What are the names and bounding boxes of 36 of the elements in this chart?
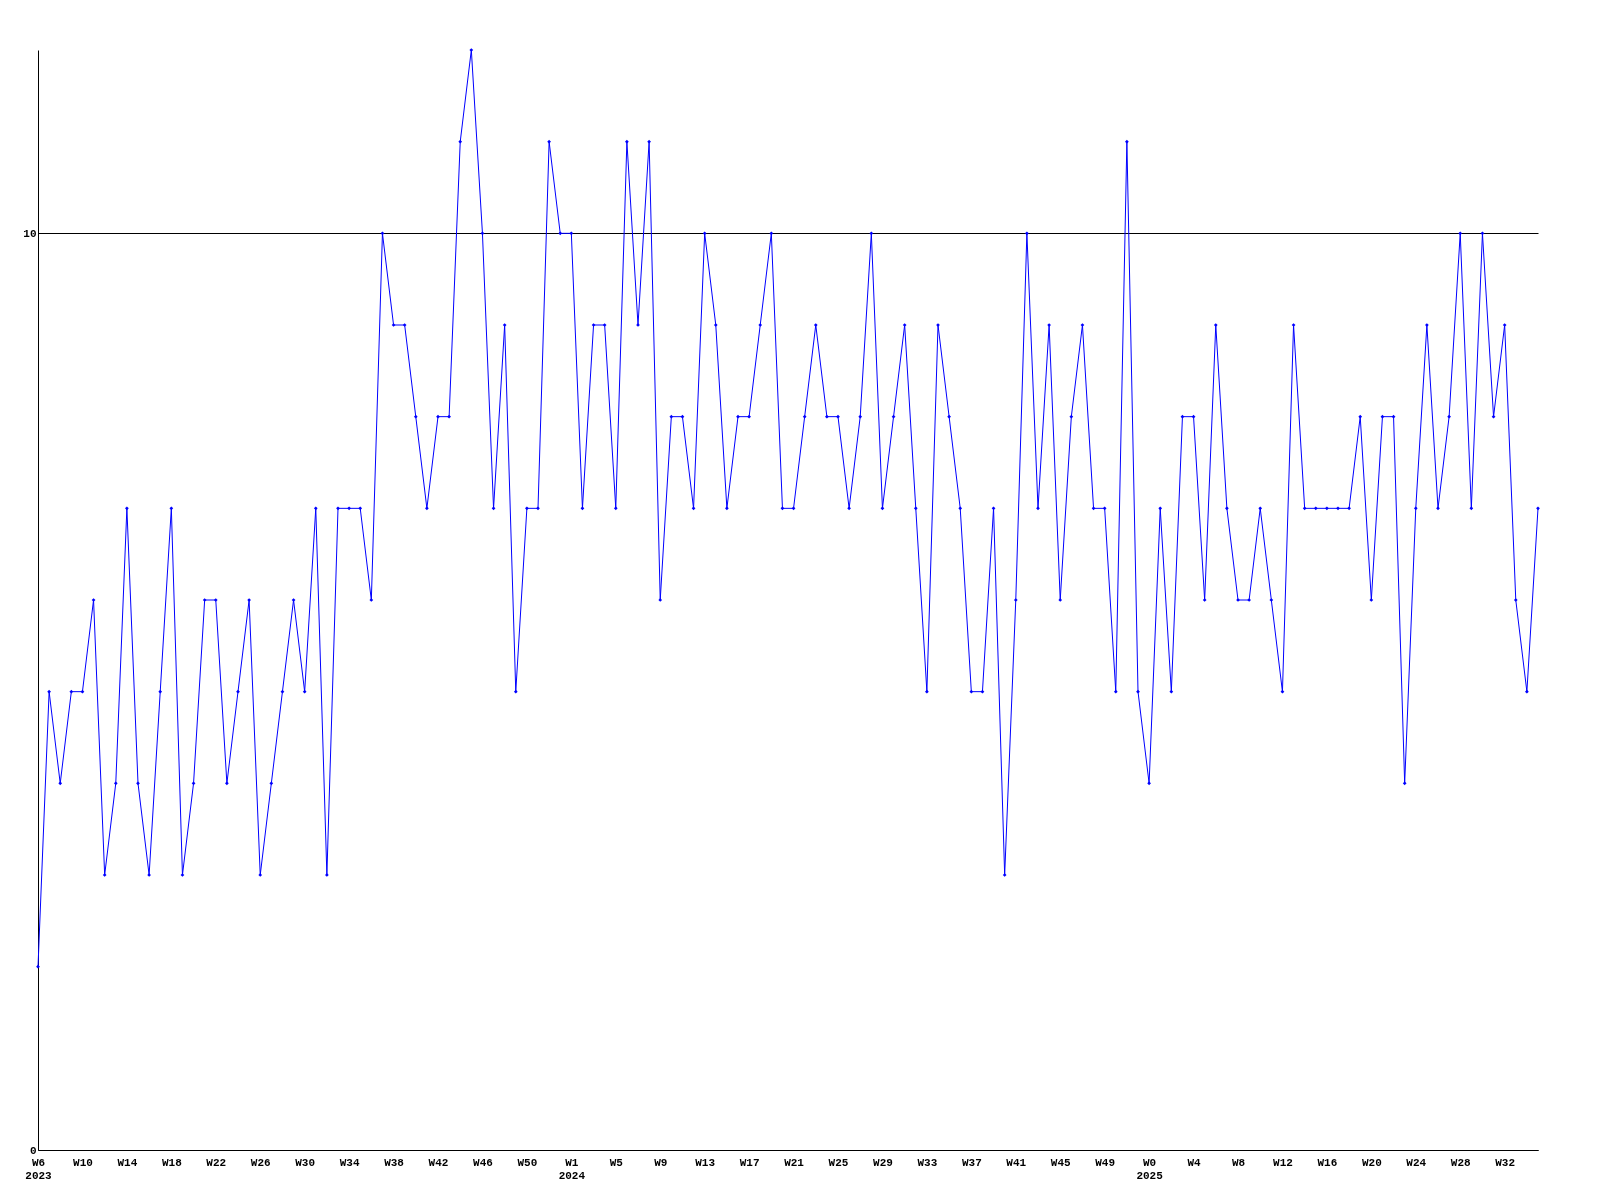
x-tick-label: W8 xyxy=(1231,1156,1246,1169)
x-tick-label: W17 xyxy=(739,1156,760,1169)
x-tick-label: W45 xyxy=(1050,1156,1072,1169)
x-tick-label: W46 xyxy=(473,1156,493,1169)
y-tick-label: 10 xyxy=(23,227,37,240)
x-tick-label: W5 xyxy=(609,1156,624,1169)
x-tick-label: W16 xyxy=(1317,1156,1338,1169)
x-tick-label: W12 xyxy=(1273,1156,1293,1169)
x-tick-label: W50 xyxy=(517,1156,538,1169)
x-tick-label: W20 xyxy=(1361,1156,1382,1169)
x-tick-label: W26 xyxy=(250,1156,271,1169)
x-tick-label: W0 2025 xyxy=(1136,1156,1164,1182)
x-tick-label: W25 xyxy=(828,1156,849,1169)
x-tick-label: W14 xyxy=(117,1156,138,1169)
x-tick-label: W18 xyxy=(161,1156,183,1169)
x-tick-label: W10 xyxy=(73,1156,93,1169)
x-tick-label: W24 xyxy=(1406,1156,1427,1169)
x-tick-label: W4 xyxy=(1187,1156,1202,1169)
x-tick-label: W32 xyxy=(1495,1156,1516,1169)
x-tick-label: W22 xyxy=(206,1156,227,1169)
x-tick-label: W34 xyxy=(339,1156,360,1169)
x-tick-label: W6 2023 xyxy=(25,1156,53,1182)
x-tick-label: W29 xyxy=(873,1156,893,1169)
x-tick-label: W21 xyxy=(784,1156,805,1169)
x-tick-label: W28 xyxy=(1450,1156,1472,1169)
x-tick-label: W30 xyxy=(295,1156,316,1169)
x-tick-label: W1 2024 xyxy=(558,1156,586,1182)
x-tick-label: W49 xyxy=(1095,1156,1116,1169)
x-tick-label: W38 xyxy=(384,1156,405,1169)
x-tick-label: W33 xyxy=(917,1156,938,1169)
x-tick-label: W37 xyxy=(961,1156,982,1169)
x-tick-label: W13 xyxy=(695,1156,716,1169)
x-tick-label: W41 xyxy=(1006,1156,1027,1169)
x-tick-label: W9 xyxy=(654,1156,668,1169)
x-tick-label: W42 xyxy=(428,1156,449,1169)
y-tick-label: 0 xyxy=(29,1144,37,1157)
